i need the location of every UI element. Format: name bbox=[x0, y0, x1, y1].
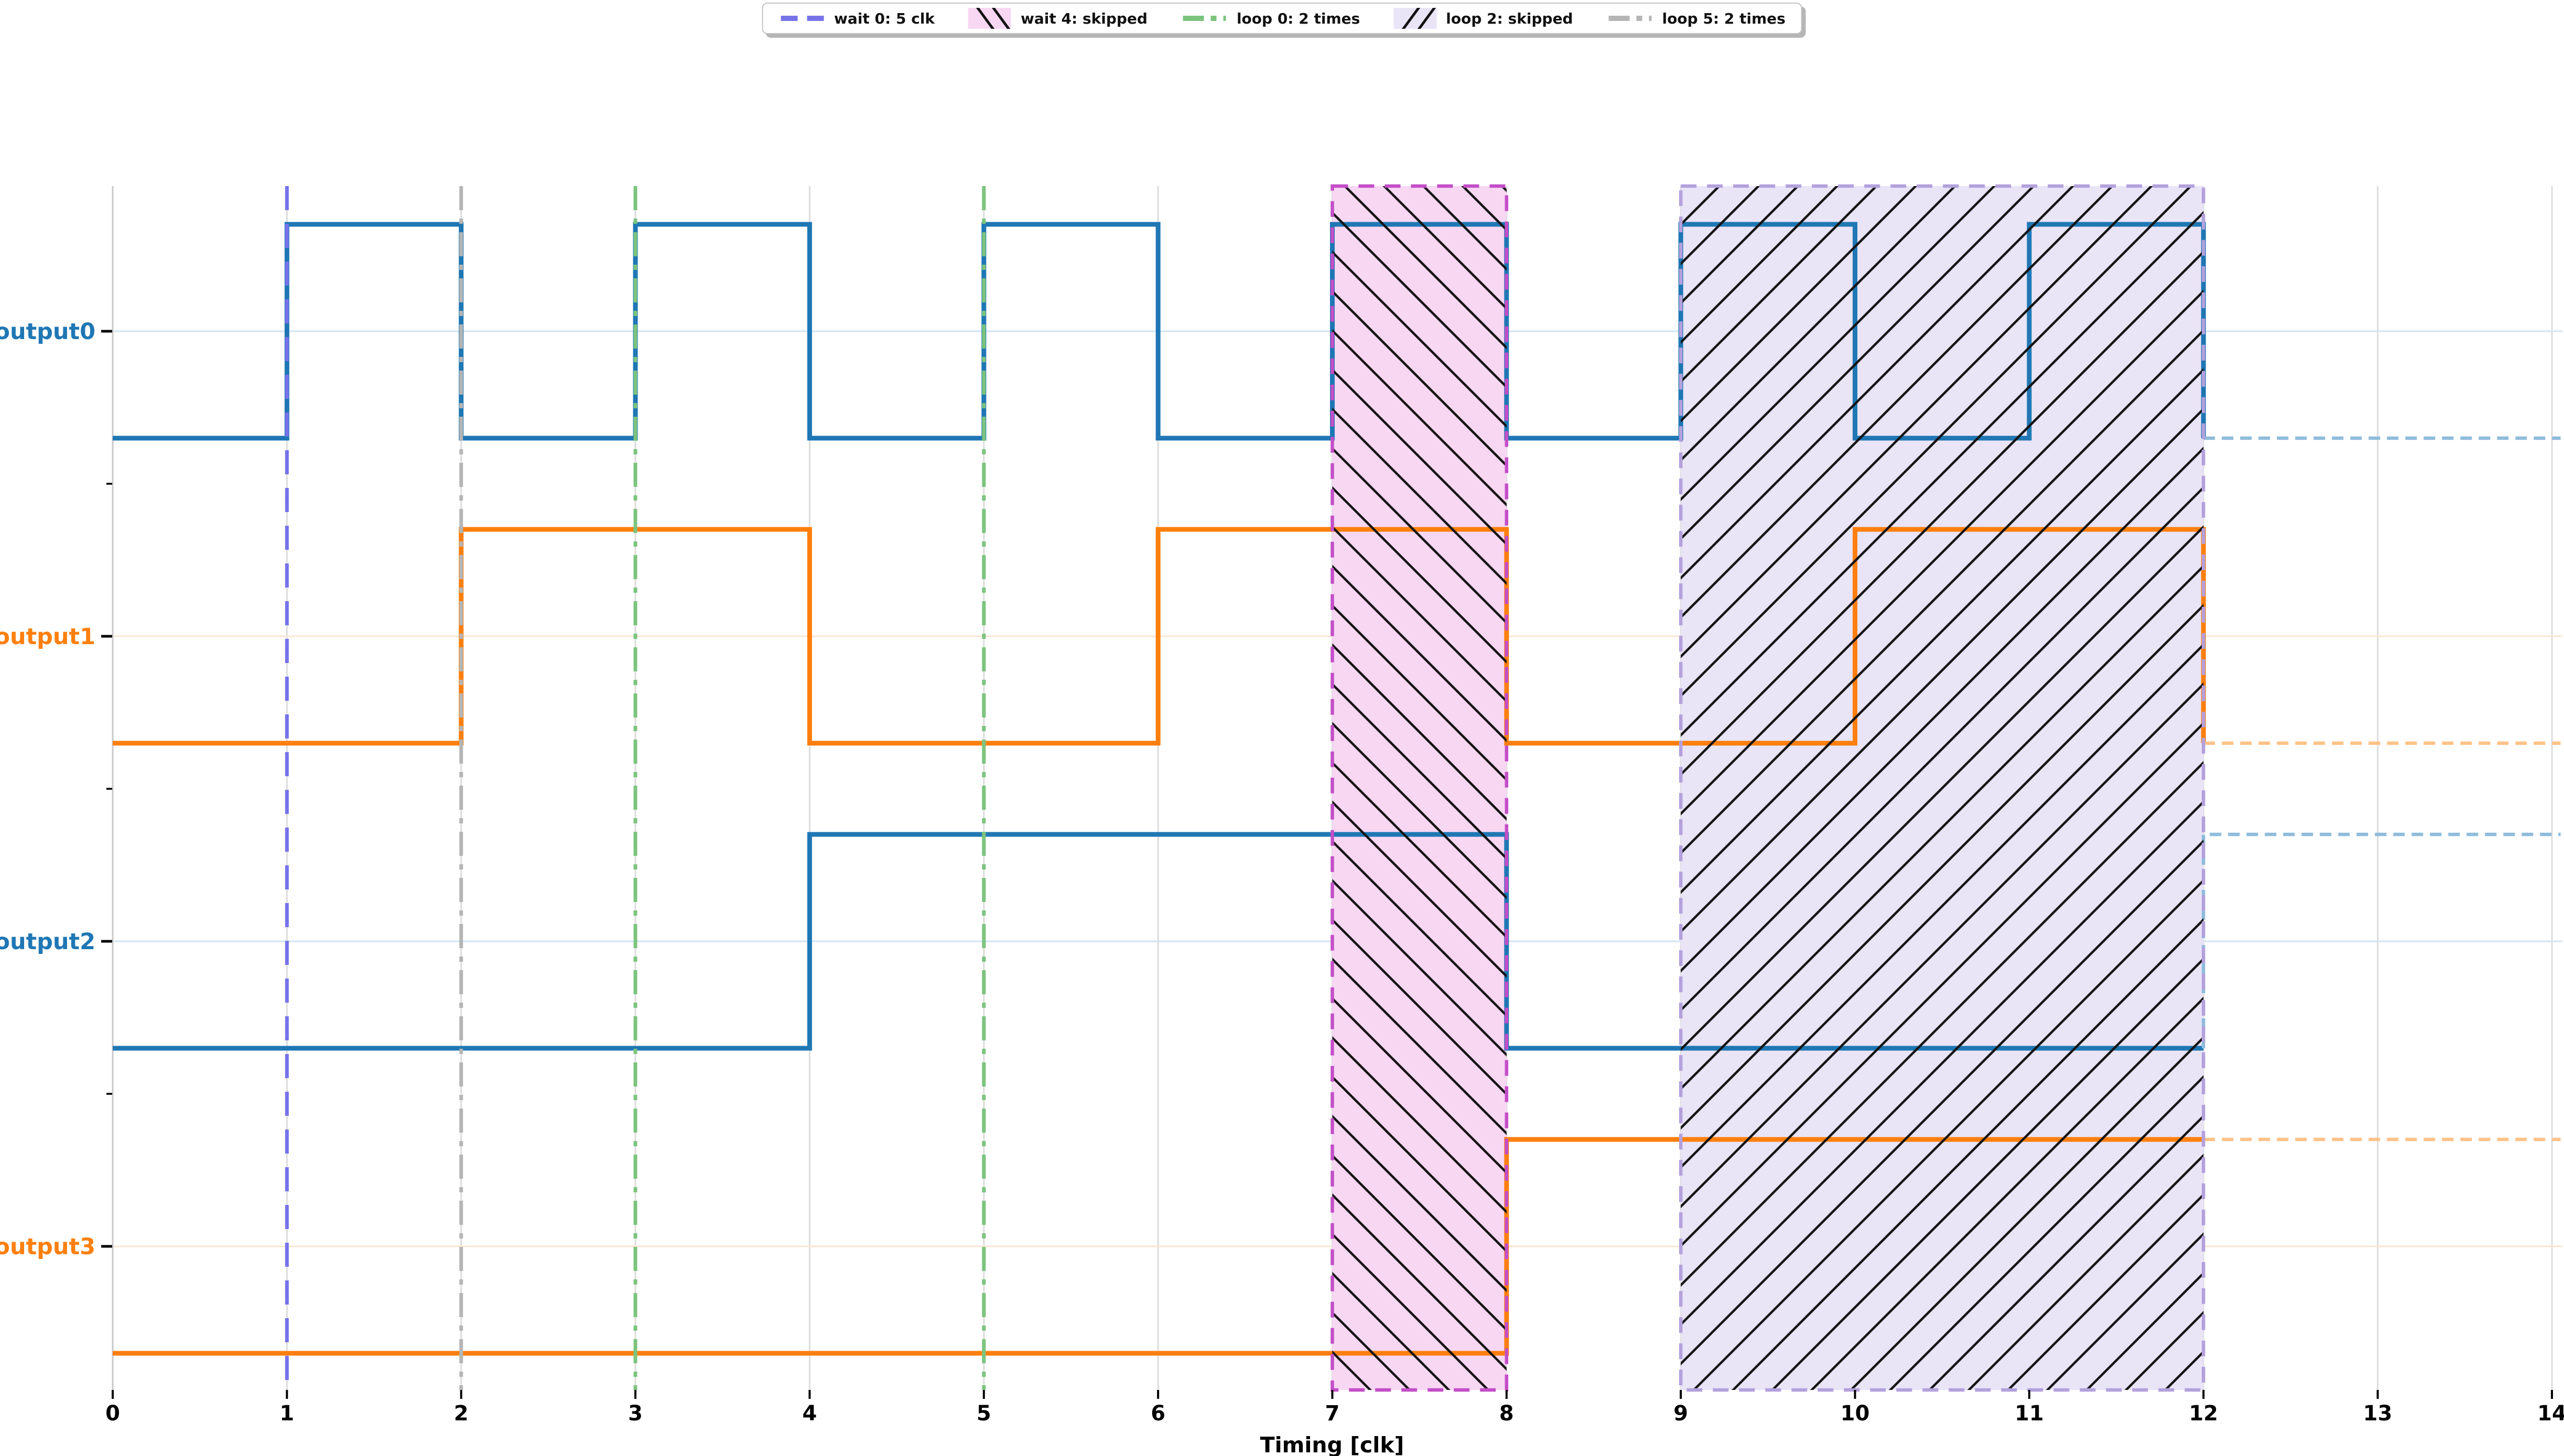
signal-label-output0: output0 bbox=[0, 319, 95, 345]
legend-dashed-line-swatch bbox=[781, 16, 824, 21]
signal-label-output2: output2 bbox=[0, 929, 95, 955]
x-tick-label: 7 bbox=[1325, 1401, 1340, 1426]
legend-item-0: wait 0: 5 clk bbox=[778, 9, 935, 27]
legend-item-1: wait 4: skipped bbox=[968, 8, 1148, 29]
signal-label-output1: output1 bbox=[0, 624, 95, 650]
legend-item-label: wait 0: 5 clk bbox=[834, 9, 935, 27]
legend-item-4: loop 5: 2 times bbox=[1607, 9, 1786, 27]
region-wait-4-skipped bbox=[1330, 184, 1509, 1392]
legend-hatch-patch-swatch bbox=[968, 8, 1012, 29]
legend-dashdot-line-swatch bbox=[1608, 16, 1652, 21]
x-tick-label: 14 bbox=[2537, 1401, 2564, 1426]
x-tick-label: 9 bbox=[1673, 1401, 1688, 1426]
x-axis-ticks: 0 1 2 3 4 5 6 7 8 9 10 11 12 13 14 bbox=[105, 1390, 2564, 1426]
x-tick-label: 2 bbox=[454, 1401, 469, 1426]
legend-item-label: wait 4: skipped bbox=[1021, 9, 1148, 27]
x-tick-label: 6 bbox=[1151, 1401, 1165, 1426]
legend-item-label: loop 5: 2 times bbox=[1662, 9, 1786, 27]
region-loop-2-skipped bbox=[1679, 184, 2205, 1392]
signal-label-output3: output3 bbox=[0, 1234, 95, 1260]
x-tick-label: 12 bbox=[2189, 1401, 2218, 1426]
legend-item-2: loop 0: 2 times bbox=[1181, 9, 1360, 27]
x-tick-label: 11 bbox=[2015, 1401, 2044, 1426]
x-tick-label: 3 bbox=[628, 1401, 643, 1426]
legend-hatch-patch-swatch bbox=[1393, 8, 1437, 29]
legend-item-3: loop 2: skipped bbox=[1393, 8, 1573, 29]
x-tick-label: 0 bbox=[105, 1401, 120, 1426]
x-tick-label: 13 bbox=[2363, 1401, 2393, 1426]
x-tick-label: 4 bbox=[803, 1401, 817, 1426]
x-tick-label: 8 bbox=[1499, 1401, 1514, 1426]
legend: wait 0: 5 clk wait 4: skipped loop 0: 2 ti… bbox=[762, 3, 1802, 34]
x-tick-label: 5 bbox=[977, 1401, 991, 1426]
x-tick-label: 1 bbox=[279, 1401, 294, 1426]
x-axis-title: Timing [clk] bbox=[1260, 1432, 1404, 1456]
legend-item-label: loop 0: 2 times bbox=[1236, 9, 1360, 27]
legend-dashdot-line-swatch bbox=[1183, 16, 1226, 21]
y-axis-ticks bbox=[101, 330, 112, 1248]
x-tick-label: 10 bbox=[1841, 1401, 1870, 1426]
legend-item-label: loop 2: skipped bbox=[1446, 9, 1573, 27]
waveform-output2 bbox=[113, 832, 2204, 1051]
